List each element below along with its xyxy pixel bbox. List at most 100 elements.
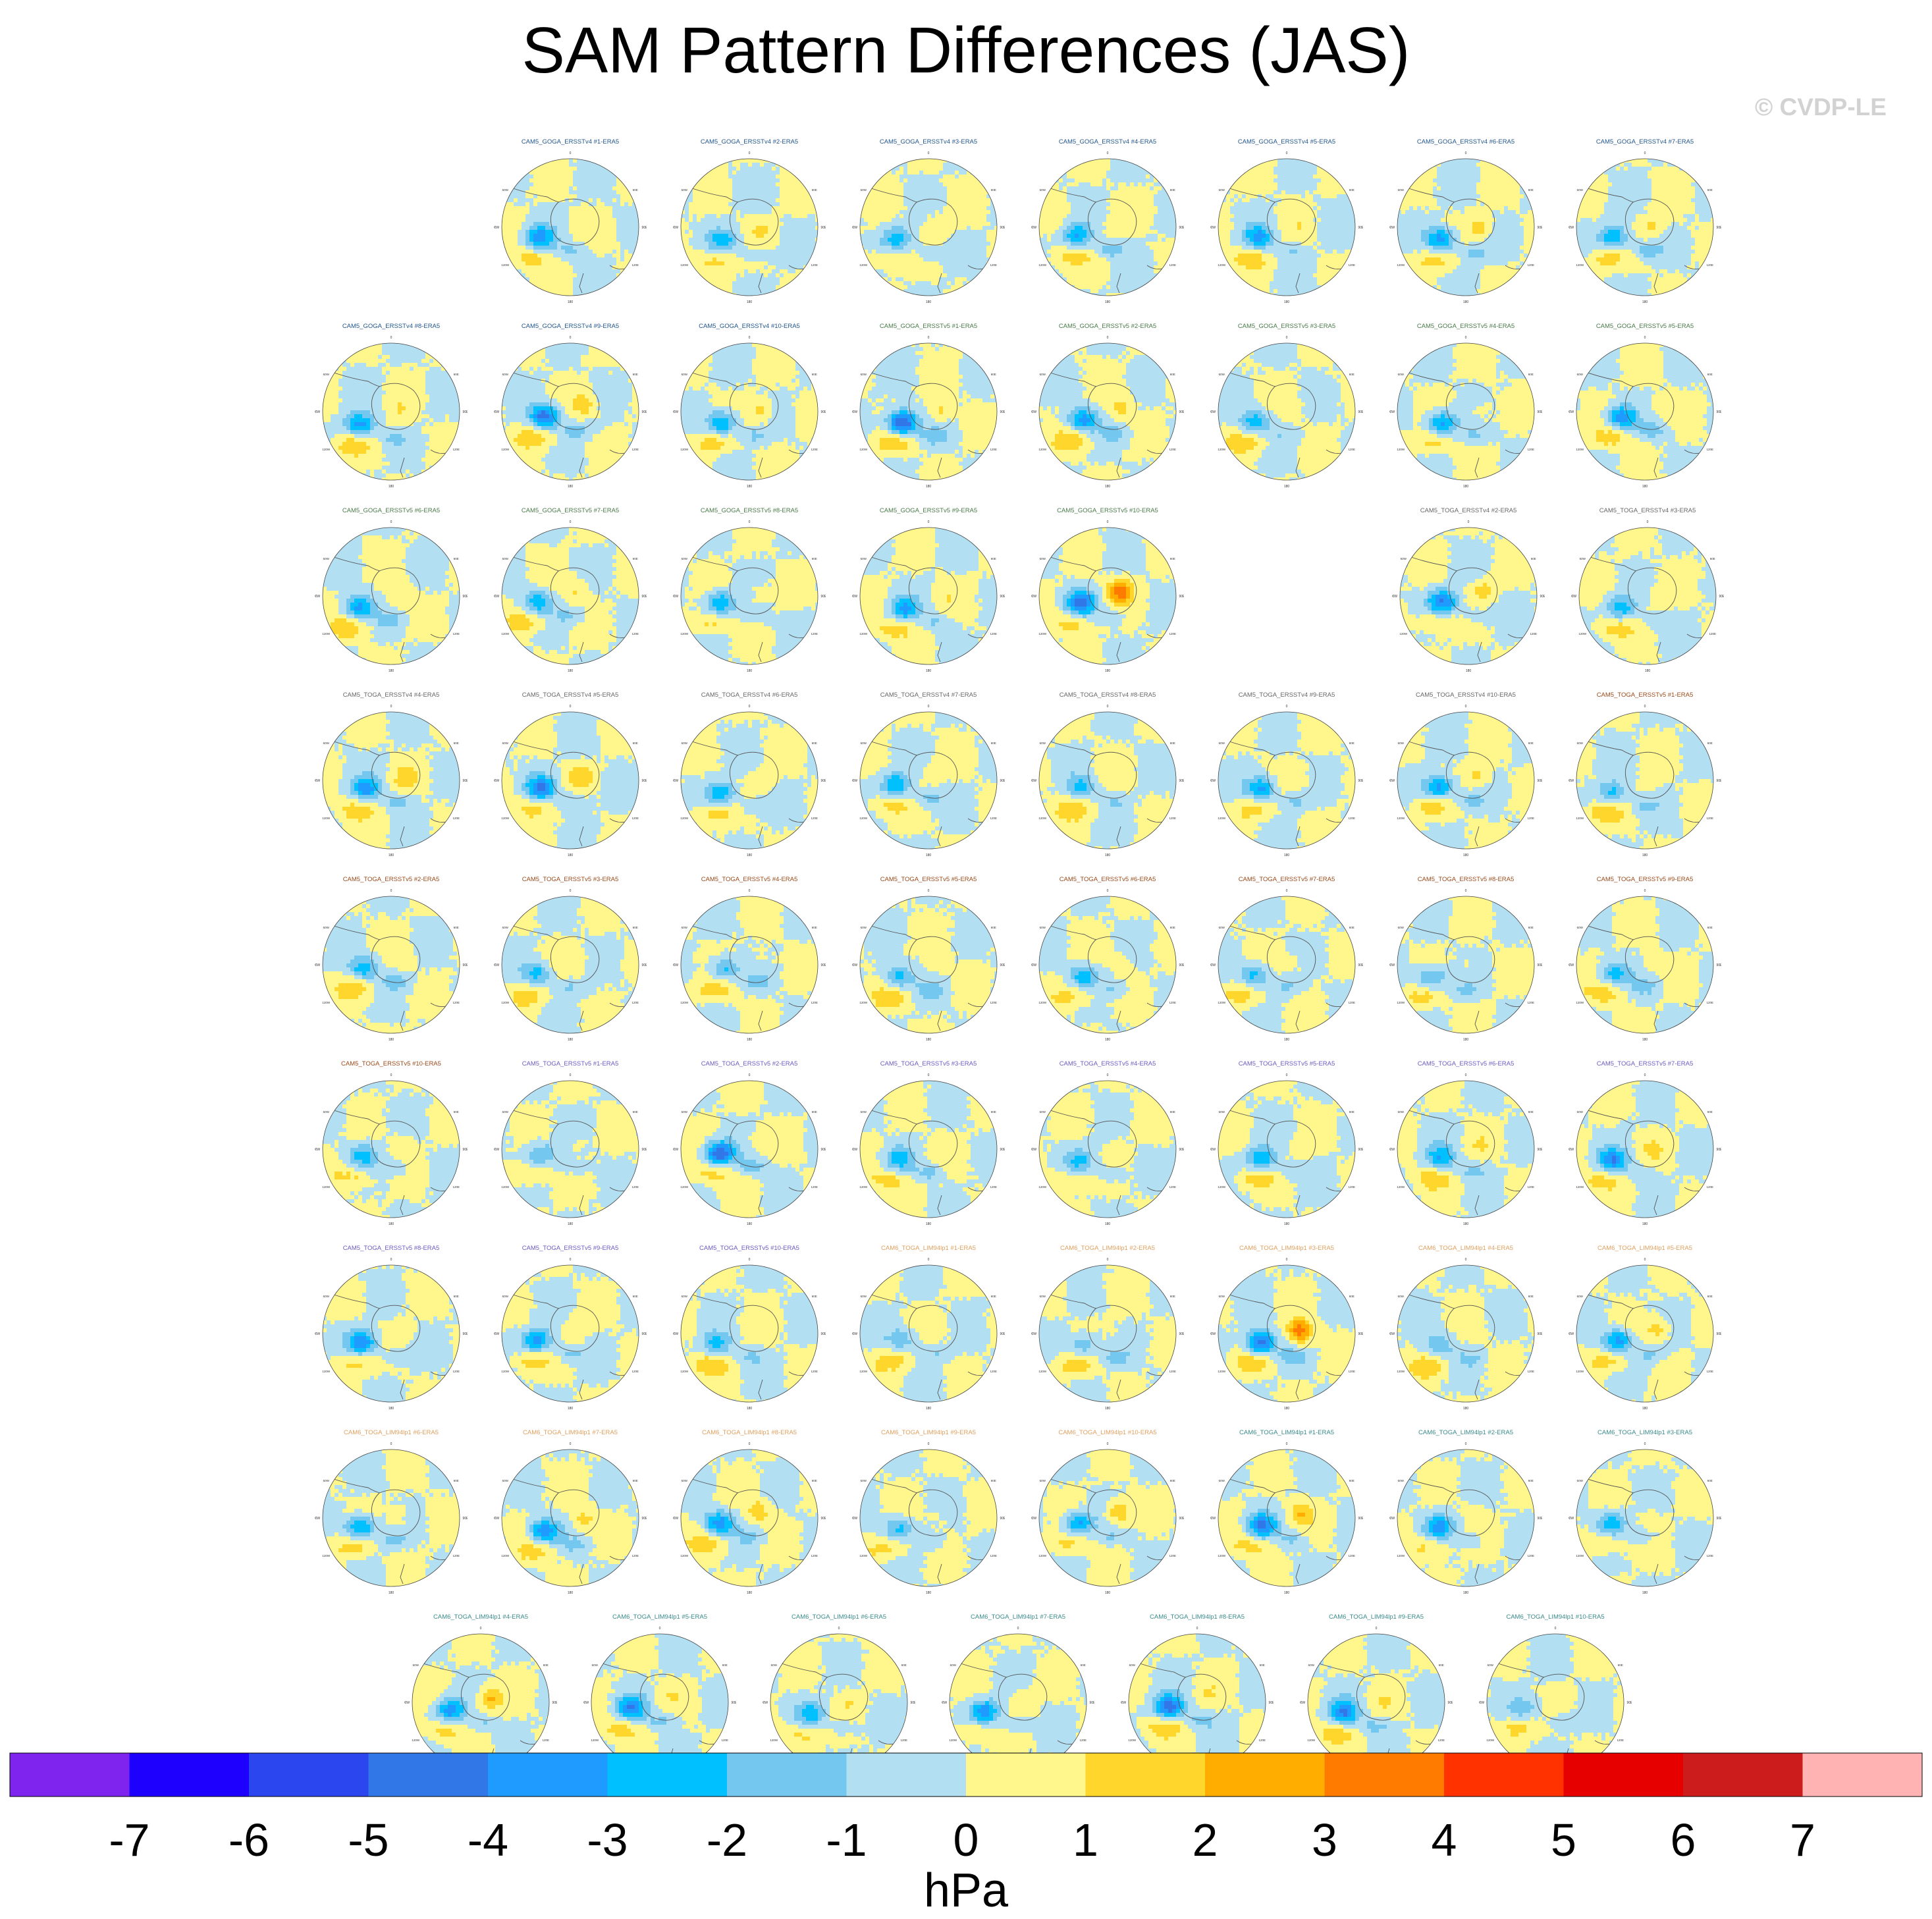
lon-tick-label: 120W <box>1218 1370 1226 1373</box>
lon-tick-label: 0 <box>928 520 930 524</box>
lon-tick-label: 180 <box>568 1038 574 1042</box>
map-panel: CAM5_GOGA_ERSSTv5 #5-ERA5090E18090W60E12… <box>1569 323 1721 497</box>
lon-tick-label: 60W <box>323 1295 330 1298</box>
lon-tick-label: 0 <box>1286 1073 1288 1077</box>
map-panel: CAM5_GOGA_ERSSTv4 #6-ERA5090E18090W60E12… <box>1389 138 1542 313</box>
colorbar-swatch <box>1564 1753 1684 1797</box>
lon-tick-label: 0 <box>928 889 930 893</box>
lon-tick-label: 60W <box>502 1110 509 1114</box>
lon-tick-label: 60E <box>633 373 638 376</box>
colorbar-unit-label: hPa <box>0 1864 1932 1918</box>
lon-tick-label: 60W <box>861 1110 867 1114</box>
panel-title: CAM5_TOGA_ERSSTv5 #2-ERA5 <box>315 876 468 883</box>
lon-tick-label: 60W <box>1040 557 1046 560</box>
map-panel: CAM5_GOGA_ERSSTv4 #4-ERA5090E18090W60E12… <box>1031 138 1184 313</box>
lon-tick-label: 60E <box>812 1110 817 1114</box>
map-panel: CAM5_GOGA_ERSSTv5 #7-ERA5090E18090W60E12… <box>494 507 647 682</box>
lon-tick-label: 180 <box>568 669 574 673</box>
lon-tick-label: 60E <box>1170 1110 1175 1114</box>
lon-tick-label: 0 <box>1465 1442 1467 1446</box>
panel-title: CAM5_GOGA_ERSSTv5 #5-ERA5 <box>1569 323 1721 330</box>
lon-tick-label: 90E <box>463 1148 468 1152</box>
polar-map: 090E18090W60E120E120W60W <box>494 885 647 1051</box>
map-panel: CAM6_TOGA_LIM94lp1 #3-ERA5090E18090W60E1… <box>1210 1245 1363 1419</box>
lon-tick-label: 60W <box>1577 926 1584 929</box>
lon-tick-label: 60W <box>682 742 688 745</box>
lon-tick-label: 90E <box>1000 1332 1005 1336</box>
lon-tick-label: 60E <box>991 1479 996 1482</box>
lon-tick-label: 180 <box>1463 1407 1469 1411</box>
polar-map: 090E18090W60E120E120W60W <box>315 1069 468 1235</box>
lon-tick-label: 120E <box>1348 448 1355 451</box>
lon-tick-label: 120W <box>1576 1001 1584 1004</box>
panel-title: CAM5_GOGA_ERSSTv5 #8-ERA5 <box>673 507 826 514</box>
lon-tick-label: 60W <box>950 1663 957 1667</box>
lon-tick-label: 180 <box>1642 300 1648 304</box>
lon-tick-label: 120W <box>322 448 331 451</box>
lon-tick-label: 60W <box>861 557 867 560</box>
lon-tick-label: 60E <box>1170 373 1175 376</box>
lon-tick-label: 90E <box>911 1701 915 1705</box>
panel-title: CAM5_GOGA_ERSSTv5 #9-ERA5 <box>852 507 1005 514</box>
lon-tick-label: 60W <box>1577 1110 1584 1114</box>
lon-tick-label: 90E <box>1717 963 1721 967</box>
lon-tick-label: 60E <box>1707 926 1713 929</box>
panel-title: CAM6_TOGA_LIM94lp1 #10-ERA5 <box>1479 1613 1632 1621</box>
lon-tick-label: 90W <box>1569 226 1574 230</box>
map-panel: CAM5_GOGA_ERSSTv5 #8-ERA5 090E18090W60E12… <box>673 507 826 682</box>
lon-tick-label: 180 <box>747 1407 753 1411</box>
polar-map: 090E18090W60E120E120W60W <box>852 1254 1005 1420</box>
lon-tick-label: 180 <box>1105 1591 1111 1595</box>
map-panel: CAM5_GOGA_ERSSTv4 #2-ERA5090E18090W60E12… <box>673 138 826 313</box>
lon-tick-label: 0 <box>1286 1258 1288 1262</box>
polar-map: 090E18090W60E120E120W60W <box>673 516 826 682</box>
lon-tick-label: 120W <box>591 1739 599 1742</box>
lon-tick-label: 90W <box>1569 1517 1574 1521</box>
lon-tick-label: 90W <box>1569 963 1574 967</box>
panel-title: CAM5_GOGA_ERSSTv4 #7-ERA5 <box>1569 138 1721 146</box>
lon-tick-label: 120W <box>1038 263 1047 267</box>
lon-tick-label: 0 <box>1465 336 1467 340</box>
lon-tick-label: 180 <box>926 300 932 304</box>
lon-tick-label: 180 <box>1645 669 1651 673</box>
lon-tick-label: 90W <box>942 1701 947 1705</box>
lon-tick-label: 60E <box>991 188 996 192</box>
polar-map: 090E18090W60E120E120W60W <box>852 1438 1005 1604</box>
lon-tick-label: 90W <box>673 595 678 599</box>
lon-tick-label: 120E <box>1348 263 1355 267</box>
polar-map: 090E18090W60E120E120W60W <box>1031 1438 1184 1604</box>
lon-tick-label: 90W <box>1389 1517 1395 1521</box>
panel-title: CAM6_TOGA_LIM94lp1 #10-ERA5 <box>1031 1429 1184 1436</box>
map-panel: CAM6_TOGA_LIM94lp1 #6-ERA5090E18090W60E1… <box>315 1429 468 1604</box>
map-panel: CAM5_GOGA_ERSSTv4 #3-ERA5090E18090W60E12… <box>852 138 1005 313</box>
lon-tick-label: 60E <box>1618 1663 1623 1667</box>
colorbar-swatch <box>1803 1753 1923 1797</box>
lon-tick-label: 90W <box>1300 1701 1305 1705</box>
lon-tick-label: 0 <box>390 1442 392 1446</box>
lon-tick-label: 120W <box>501 1001 510 1004</box>
lon-tick-label: 120W <box>1038 1554 1047 1557</box>
polar-map: 090E18090W60E120E120W60W <box>1210 148 1363 313</box>
lon-tick-label: 120W <box>859 817 868 820</box>
panel-title: CAM5_TOGA_ERSSTv4 #8-ERA5 <box>1031 691 1184 699</box>
lon-tick-label: 120W <box>501 817 510 820</box>
lon-tick-label: 90E <box>1719 595 1724 599</box>
lon-tick-label: 120E <box>631 817 639 820</box>
panel-title: CAM5_TOGA_ERSSTv4 #9-ERA5 <box>1210 691 1363 699</box>
lon-tick-label: 0 <box>1107 336 1109 340</box>
lon-tick-label: 180 <box>1463 485 1469 489</box>
lon-tick-label: 120E <box>1258 1739 1266 1742</box>
lon-tick-label: 90E <box>821 779 826 783</box>
lon-tick-label: 90E <box>821 1148 826 1152</box>
lon-tick-label: 60E <box>1707 1479 1713 1482</box>
lon-tick-label: 90W <box>315 1148 320 1152</box>
colorbar-tick-label: -3 <box>587 1814 628 1866</box>
lon-tick-label: 90E <box>642 963 647 967</box>
lon-tick-label: 90E <box>1358 1332 1363 1336</box>
lon-tick-label: 180 <box>1284 1591 1290 1595</box>
lon-tick-label: 90W <box>1569 779 1574 783</box>
lon-tick-label: 90E <box>1179 410 1184 414</box>
lon-tick-label: 120E <box>1348 1001 1355 1004</box>
lon-tick-label: 60W <box>1398 188 1405 192</box>
lon-tick-label: 60E <box>633 1479 638 1482</box>
